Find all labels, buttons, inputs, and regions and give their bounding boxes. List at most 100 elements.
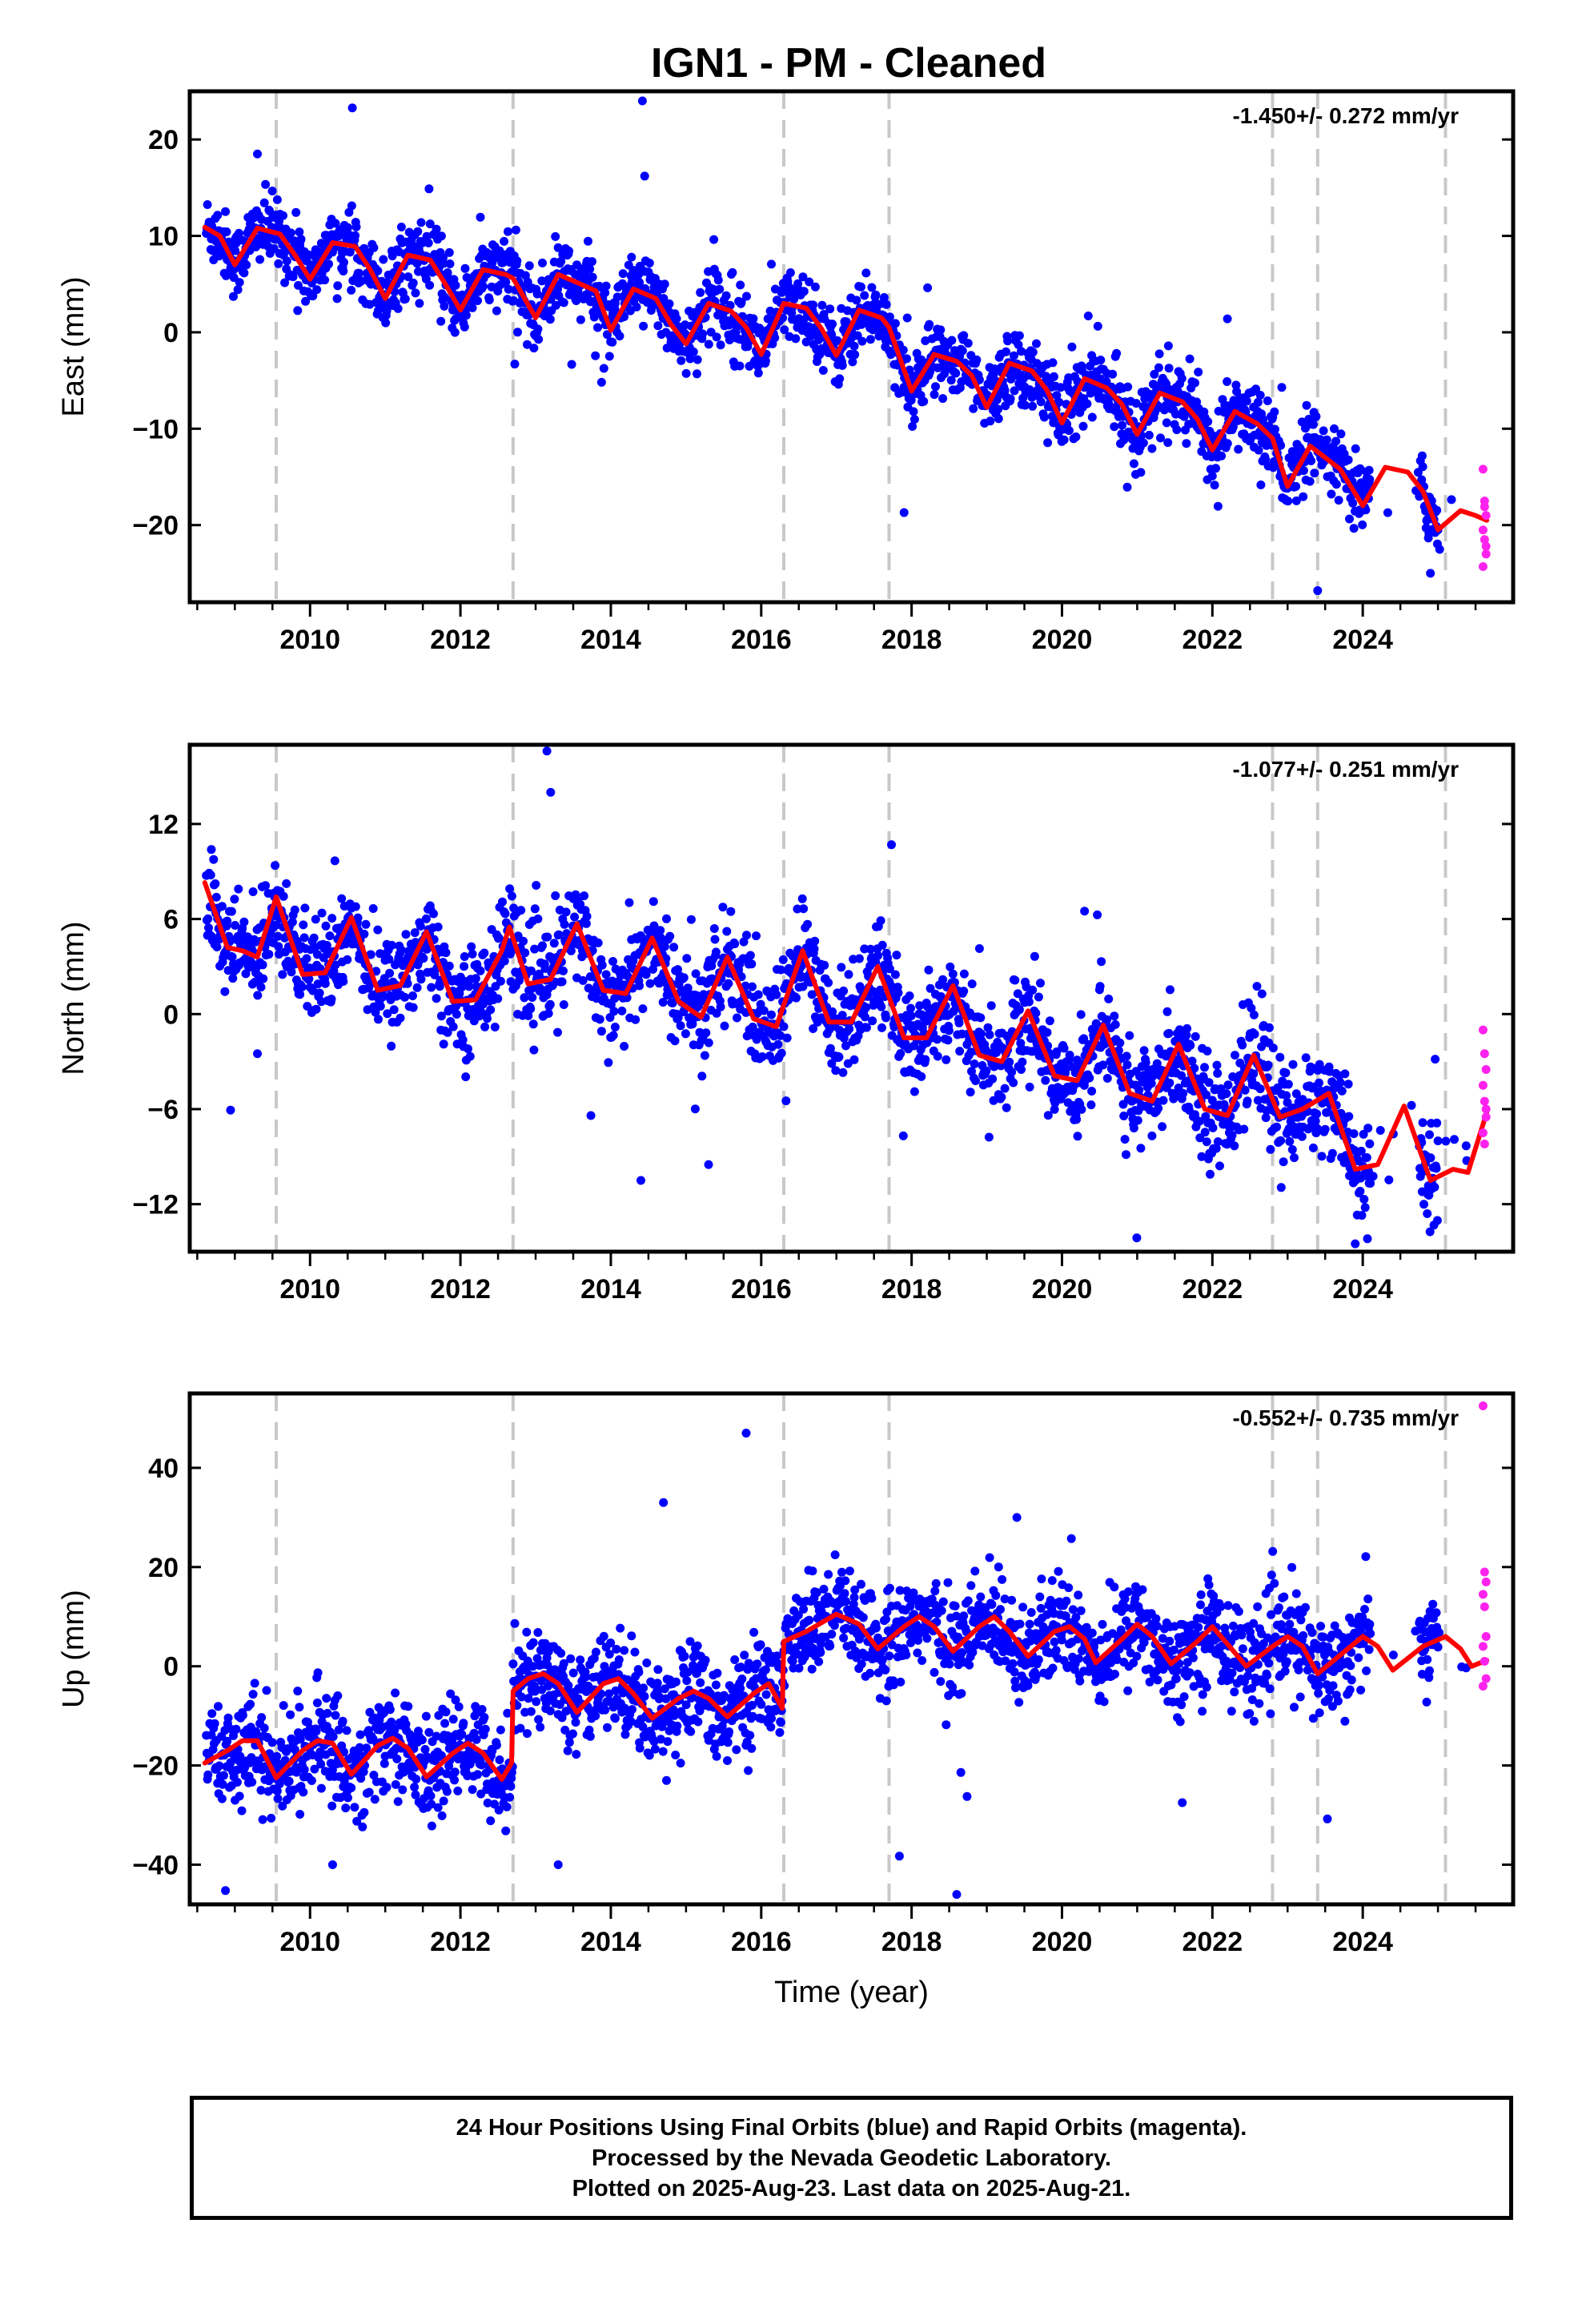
final-orbit-point [352,1816,362,1826]
final-orbit-point [282,256,291,266]
final-orbit-point [635,981,644,991]
final-orbit-point [603,330,612,340]
final-orbit-point [1200,1128,1210,1137]
final-orbit-point [1097,957,1106,967]
final-orbit-point [1098,1060,1108,1070]
final-orbit-point [1327,1077,1337,1087]
final-orbit-point [817,300,827,310]
final-orbit-point [484,296,494,304]
final-orbit-point [1375,1126,1385,1135]
final-orbit-point [963,339,973,348]
final-orbit-point [293,1687,303,1696]
final-orbit-point [838,1068,848,1077]
final-orbit-point [308,292,318,301]
final-orbit-point [229,292,238,301]
final-orbit-point [947,336,957,345]
final-orbit-point [273,1794,283,1803]
final-orbit-point [1072,1115,1082,1124]
final-orbit-point [203,1770,213,1779]
final-orbit-point [279,1701,288,1711]
final-orbit-point [1134,1085,1144,1095]
final-orbit-point [460,962,469,971]
final-orbit-point [411,288,420,298]
final-orbit-point [1239,1124,1249,1134]
final-orbit-point [528,993,537,1002]
final-orbit-point [316,1783,326,1793]
final-orbit-point [379,1759,389,1768]
final-orbit-point [368,904,378,913]
final-orbit-point [339,977,348,986]
final-orbit-point [1276,1183,1286,1192]
final-orbit-point [328,1732,338,1741]
rapid-orbit-point [1478,1128,1488,1138]
final-orbit-point [809,1024,818,1033]
plot-frame [187,742,1516,1254]
final-orbit-point [825,1043,835,1053]
final-orbit-point [515,975,524,985]
final-orbit-point [516,906,526,915]
final-orbit-point [637,96,647,106]
final-orbit-point [933,1051,942,1061]
final-orbit-point [546,787,556,797]
final-orbit-point [412,259,422,268]
final-orbit-point [504,284,513,294]
x-tick-label: 2020 [1032,625,1093,655]
final-orbit-point [295,1810,305,1819]
final-orbit-point [272,195,282,204]
final-orbit-point [739,937,749,947]
final-orbit-point [881,300,891,309]
final-orbit-point [385,968,395,978]
y-tick-label: 6 [163,905,179,935]
final-orbit-point [440,1719,450,1728]
final-orbit-point [588,257,596,267]
final-orbit-point [309,933,319,943]
final-orbit-point [704,1038,713,1047]
final-orbit-point [698,329,707,339]
final-orbit-point [982,1066,991,1076]
final-orbit-point [1091,1019,1101,1028]
final-orbit-point [501,1826,511,1835]
final-orbit-point [486,1005,496,1015]
final-orbit-point [1243,1096,1252,1106]
final-orbit-point [311,1004,321,1014]
final-orbit-point [429,909,438,919]
final-orbit-point [989,1096,998,1105]
final-orbit-point [1087,412,1097,422]
final-orbit-point [876,916,885,926]
final-orbit-point [364,1787,374,1797]
final-orbit-point [430,970,440,979]
final-orbit-point [1320,1124,1330,1134]
rapid-orbit-point [1481,549,1491,559]
final-orbit-point [1164,1028,1174,1038]
final-orbit-point [1064,426,1074,436]
final-orbit-point [421,914,431,923]
final-orbit-point [424,184,434,194]
final-orbit-point [1249,1010,1259,1019]
final-orbit-point [332,294,342,304]
final-orbit-point [1310,468,1319,478]
final-orbit-point [700,1051,709,1060]
x-tick-label: 2018 [881,1274,942,1305]
final-orbit-point [749,314,758,324]
final-orbit-point [267,1738,277,1747]
final-orbit-point [690,1104,700,1114]
final-orbit-point [1311,1116,1320,1126]
final-orbit-point [374,1015,383,1024]
final-orbit-point [1194,368,1203,377]
final-orbit-point [519,936,528,946]
final-orbit-point [544,1009,553,1018]
final-orbit-point [322,1694,331,1703]
final-orbit-point [1273,1083,1283,1092]
final-orbit-point [1315,1078,1323,1088]
final-orbit-point [1120,1135,1130,1144]
rapid-orbit-point [1478,1025,1488,1035]
final-orbit-point [1005,1057,1014,1067]
final-orbit-point [1223,377,1232,386]
final-orbit-point [649,921,659,931]
final-orbit-point [520,993,529,1003]
final-orbit-point [460,322,469,332]
final-orbit-point [432,1731,441,1741]
final-orbit-point [408,991,417,1000]
final-orbit-point [324,259,333,269]
